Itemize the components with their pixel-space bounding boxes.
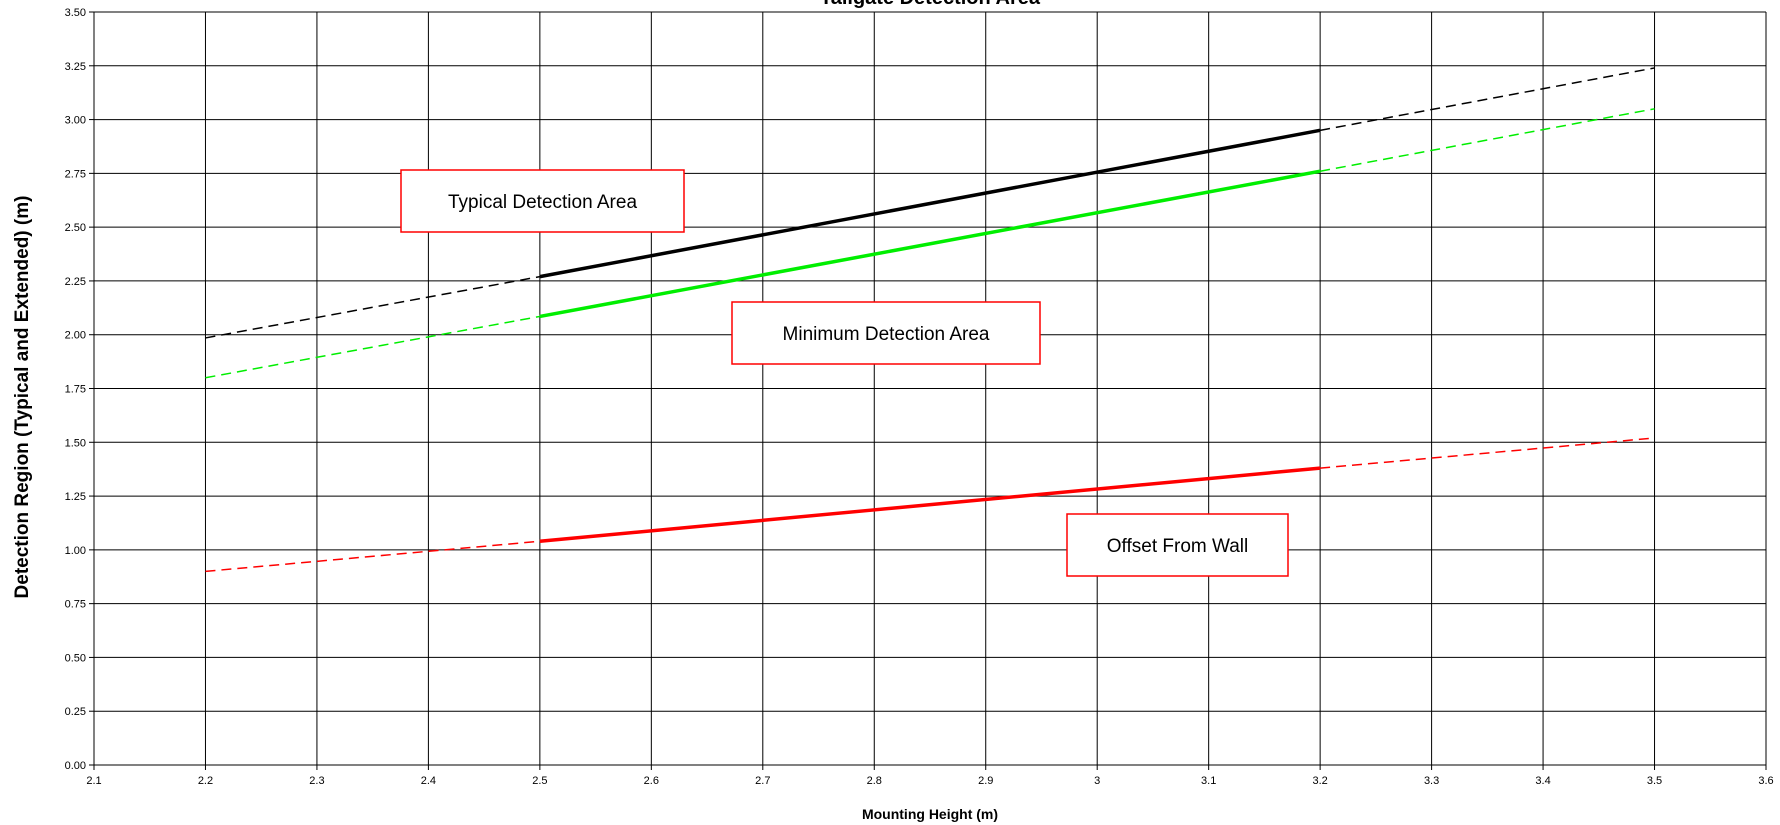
y-tick-label: 3.00: [65, 115, 86, 127]
y-tick-label: 0.75: [65, 599, 86, 611]
y-tick-label: 3.25: [65, 61, 86, 73]
annotation-box: [400, 169, 685, 233]
y-tick-label: 2.25: [65, 276, 86, 288]
x-tick-label: 2.2: [198, 775, 213, 787]
axes: 2.1 2.2 2.3 2.4 2.5 2.6 2.7 2.8 2.9 3 3.1 3.2 3.3 3.4…: [65, 7, 1774, 787]
x-tick-label: 2.7: [755, 775, 770, 787]
y-tick-label: 2.00: [65, 330, 86, 342]
y-tick-label: 0.50: [65, 652, 86, 664]
x-tick-label: 2.6: [644, 775, 659, 787]
x-tick-label: 3.4: [1535, 775, 1550, 787]
y-tick-label: 3.50: [65, 7, 86, 19]
x-tick-label: 3: [1094, 775, 1100, 787]
x-tick-label: 3.1: [1201, 775, 1216, 787]
y-tick-label: 1.00: [65, 545, 86, 557]
series-0-solid-segment: [539, 128, 1321, 279]
y-tick-label: 2.50: [65, 222, 86, 234]
annotation-label: Typical Detection Area: [448, 192, 637, 213]
series-2-dashed-segment: [1320, 437, 1655, 469]
annotation-box: [731, 301, 1041, 365]
annotation-box: [1066, 513, 1289, 577]
annotation-label: Minimum Detection Area: [783, 324, 990, 345]
y-tick-label: 1.75: [65, 384, 86, 396]
x-axis-title: Mounting Height (m): [862, 806, 998, 822]
annotation-label: Offset From Wall: [1107, 536, 1248, 557]
y-axis-title: Detection Region (Typical and Extended) …: [12, 196, 33, 599]
series-1-dashed-segment: [205, 315, 541, 379]
series-0-dashed-segment: [205, 275, 541, 339]
series-2-solid-segment: [539, 466, 1321, 543]
x-tick-label: 3.3: [1424, 775, 1439, 787]
x-tick-label: 3.6: [1758, 775, 1773, 787]
annotations: Typical Detection Area Minimum Detection …: [400, 169, 1289, 577]
y-tick-label: 0.25: [65, 706, 86, 718]
x-tick-label: 2.9: [978, 775, 993, 787]
y-tick-label: 1.25: [65, 491, 86, 503]
x-tick-label: 2.1: [86, 775, 101, 787]
series-1-solid-segment: [539, 169, 1321, 319]
chart-title: Tailgate Detection Area: [820, 0, 1041, 9]
series-2-dashed-segment: [205, 540, 540, 573]
x-tick-label: 3.2: [1312, 775, 1327, 787]
y-tick-label: 1.50: [65, 437, 86, 449]
x-tick-label: 2.3: [309, 775, 324, 787]
series-lines: [205, 67, 1655, 573]
x-tick-label: 2.8: [867, 775, 882, 787]
series-1-dashed-segment: [1319, 108, 1655, 172]
x-tick-label: 2.5: [532, 775, 547, 787]
grid-lines: [94, 11, 1767, 765]
series-0-dashed-segment: [1319, 67, 1655, 132]
y-tick-label: 0.00: [65, 760, 86, 772]
x-tick-label: 2.4: [421, 775, 436, 787]
y-tick-label: 2.75: [65, 168, 86, 180]
x-tick-label: 3.5: [1647, 775, 1662, 787]
